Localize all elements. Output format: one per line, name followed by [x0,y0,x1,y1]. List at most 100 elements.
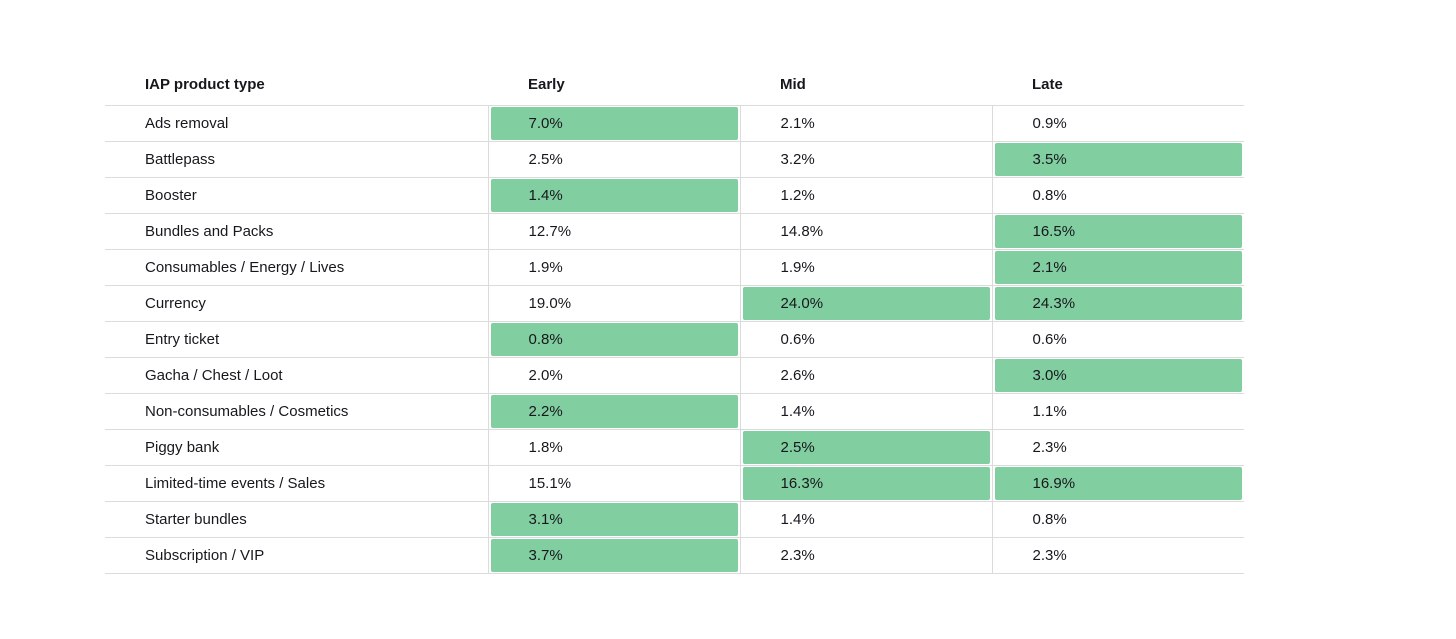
value-cell: 0.6% [739,321,992,358]
value: 19.0% [528,294,572,312]
table-row: Ads removal 7.0% 2.1% 0.9% [105,105,1244,142]
highlighted-value: 7.0% [490,106,738,140]
value-cell: 0.8% [487,321,740,358]
value-cell: 12.7% [487,213,740,250]
value: 2.3% [1032,438,1067,456]
value-cell: 2.5% [739,429,992,466]
value: 0.6% [780,330,815,348]
value: 1.1% [1032,402,1067,420]
highlighted-value: 16.5% [994,214,1242,248]
table-row: Entry ticket 0.8% 0.6% 0.6% [105,321,1244,358]
value-cell: 0.8% [991,177,1244,214]
value-cell: 2.6% [739,357,992,394]
value: 1.9% [528,258,563,276]
product-label-cell: Booster [105,177,488,214]
value-cell: 0.9% [991,105,1244,142]
highlighted-value: 24.0% [742,286,990,320]
table-row: Piggy bank 1.8% 2.5% 2.3% [105,429,1244,466]
value: 1.4% [780,402,815,420]
value-cell: 1.4% [739,501,992,538]
product-label-cell: Non-consumables / Cosmetics [105,393,488,430]
table-row: Starter bundles 3.1% 1.4% 0.8% [105,501,1244,538]
value-cell: 2.3% [991,537,1244,574]
value-cell: 3.2% [739,141,992,178]
product-label-cell: Entry ticket [105,321,488,358]
product-label-cell: Bundles and Packs [105,213,488,250]
iap-share-table: IAP product type Early Mid Late Ads remo… [105,72,1244,574]
highlighted-value: 2.1% [994,250,1242,284]
product-label-cell: Ads removal [105,105,488,142]
value-cell: 24.0% [739,285,992,322]
value-cell: 2.3% [991,429,1244,466]
value-cell: 16.3% [739,465,992,502]
value-cell: 2.3% [739,537,992,574]
value: 3.2% [780,150,815,168]
table-row: Subscription / VIP 3.7% 2.3% 2.3% [105,537,1244,574]
value: 0.8% [1032,510,1067,528]
iap-share-table-container: IAP product type Early Mid Late Ads remo… [105,72,1244,574]
table-row: Non-consumables / Cosmetics 2.2% 1.4% 1.1% [105,393,1244,430]
value: 2.0% [528,366,563,384]
col-header-mid: Mid [740,72,992,106]
value: 14.8% [780,222,824,240]
value-cell: 1.2% [739,177,992,214]
table-row: Booster 1.4% 1.2% 0.8% [105,177,1244,214]
table-row: Currency 19.0% 24.0% 24.3% [105,285,1244,322]
value-cell: 1.1% [991,393,1244,430]
highlighted-value: 2.5% [742,430,990,464]
value: 0.8% [1032,186,1067,204]
value: 15.1% [528,474,572,492]
value-cell: 16.5% [991,213,1244,250]
highlighted-value: 3.1% [490,502,738,536]
value: 2.3% [780,546,815,564]
value-cell: 3.1% [487,501,740,538]
product-label-cell: Starter bundles [105,501,488,538]
value: 12.7% [528,222,572,240]
highlighted-value: 0.8% [490,322,738,356]
value-cell: 0.8% [991,501,1244,538]
value: 2.3% [1032,546,1067,564]
value-cell: 3.5% [991,141,1244,178]
table-row: Limited-time events / Sales 15.1% 16.3% 16.… [105,465,1244,502]
product-label-cell: Consumables / Energy / Lives [105,249,488,286]
highlighted-value: 16.9% [994,466,1242,500]
highlighted-value: 2.2% [490,394,738,428]
product-label-cell: Battlepass [105,141,488,178]
product-label-cell: Subscription / VIP [105,537,488,574]
value: 1.9% [780,258,815,276]
col-header-early: Early [488,72,740,106]
table-row: Bundles and Packs 12.7% 14.8% 16.5% [105,213,1244,250]
value-cell: 15.1% [487,465,740,502]
highlighted-value: 1.4% [490,178,738,212]
value-cell: 24.3% [991,285,1244,322]
value-cell: 2.5% [487,141,740,178]
product-label-cell: Piggy bank [105,429,488,466]
value: 1.2% [780,186,815,204]
value-cell: 1.9% [487,249,740,286]
value-cell: 3.0% [991,357,1244,394]
value: 2.6% [780,366,815,384]
col-header-late: Late [992,72,1244,106]
highlighted-value: 16.3% [742,466,990,500]
header-row: IAP product type Early Mid Late [105,72,1244,106]
value-cell: 1.9% [739,249,992,286]
highlighted-value: 3.7% [490,538,738,572]
value-cell: 7.0% [487,105,740,142]
product-label-cell: Limited-time events / Sales [105,465,488,502]
value-cell: 2.1% [739,105,992,142]
value-cell: 0.6% [991,321,1244,358]
value-cell: 16.9% [991,465,1244,502]
value-cell: 14.8% [739,213,992,250]
value-cell: 2.1% [991,249,1244,286]
value-cell: 2.0% [487,357,740,394]
value: 1.4% [780,510,815,528]
value-cell: 3.7% [487,537,740,574]
value: 0.6% [1032,330,1067,348]
table-row: Battlepass 2.5% 3.2% 3.5% [105,141,1244,178]
table-row: Gacha / Chest / Loot 2.0% 2.6% 3.0% [105,357,1244,394]
value: 2.1% [780,114,815,132]
table-row: Consumables / Energy / Lives 1.9% 1.9% 2.1% [105,249,1244,286]
highlighted-value: 3.0% [994,358,1242,392]
value-cell: 1.4% [487,177,740,214]
